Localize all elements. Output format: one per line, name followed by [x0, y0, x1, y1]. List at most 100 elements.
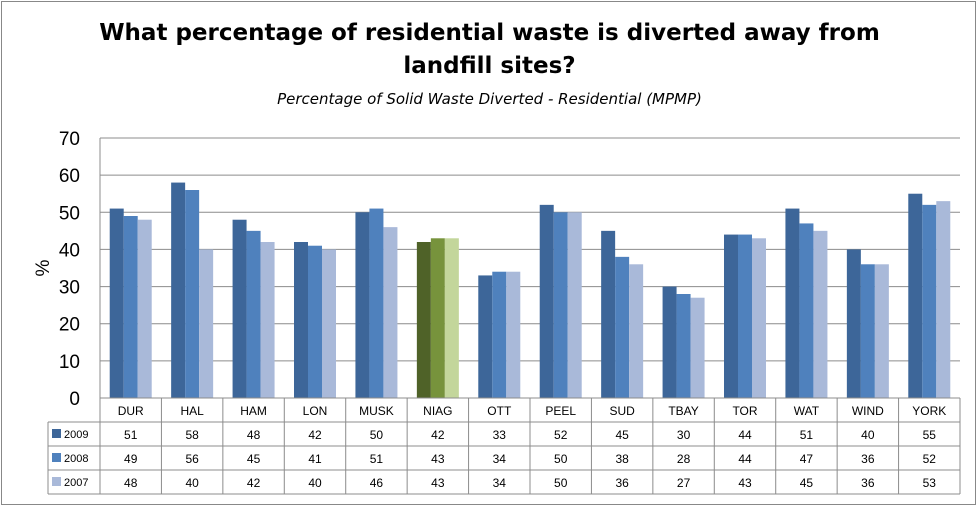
bar-SUD-2008: [615, 256, 630, 398]
bar-TBAY-2009: [662, 286, 677, 398]
category-label: WAT: [794, 404, 820, 418]
bar-HAM-2009: [232, 219, 247, 398]
data-table-value: 38: [615, 452, 629, 466]
data-table-value: 52: [554, 428, 568, 442]
y-tick-label: 60: [59, 166, 80, 187]
data-table-value: 40: [185, 476, 199, 490]
data-table-value: 47: [800, 452, 814, 466]
legend-swatch-2009: [52, 429, 61, 438]
data-table-value: 48: [247, 428, 261, 442]
bar-OTT-2007: [506, 271, 521, 398]
data-table-value: 42: [308, 428, 322, 442]
chart-title-line-2: landfill sites?: [403, 53, 576, 79]
data-table-value: 50: [554, 452, 568, 466]
bar-LON-2007: [322, 249, 336, 398]
data-table-value: 52: [923, 452, 937, 466]
bar-NIAG-2008: [430, 238, 445, 398]
data-table-value: 28: [677, 452, 691, 466]
data-table-value: 50: [554, 476, 568, 490]
data-table-value: 34: [493, 476, 507, 490]
bar-TOR-2008: [738, 234, 752, 398]
data-table-value: 43: [431, 476, 445, 490]
bar-TBAY-2008: [676, 294, 691, 398]
data-table-value: 41: [308, 452, 322, 466]
category-label: HAM: [240, 404, 267, 418]
data-table-value: 51: [800, 428, 814, 442]
y-tick-label: 70: [59, 129, 80, 150]
data-table-value: 50: [370, 428, 384, 442]
y-tick-label: 50: [59, 203, 80, 224]
bar-WAT-2007: [813, 230, 828, 398]
data-table-value: 58: [185, 428, 199, 442]
y-tick-label: 20: [59, 315, 80, 336]
data-table-value: 36: [861, 452, 875, 466]
category-label: OTT: [487, 404, 512, 418]
y-tick-label: 30: [59, 278, 80, 299]
data-table-value: 43: [738, 476, 752, 490]
data-table-value: 51: [370, 452, 384, 466]
data-table-value: 45: [800, 476, 814, 490]
data-table-value: 55: [923, 428, 937, 442]
y-tick-label: 0: [69, 389, 80, 410]
bar-SUD-2007: [629, 264, 644, 398]
data-table-value: 53: [923, 476, 937, 490]
category-label: SUD: [609, 404, 635, 418]
category-label: HAL: [180, 404, 204, 418]
data-table-value: 30: [677, 428, 691, 442]
data-table-value: 42: [247, 476, 261, 490]
bar-MUSK-2007: [383, 227, 398, 398]
data-table-value: 33: [493, 428, 507, 442]
bar-TOR-2009: [724, 234, 738, 398]
data-table-value: 40: [308, 476, 322, 490]
category-label: LON: [303, 404, 328, 418]
bar-NIAG-2009: [416, 242, 431, 398]
category-label: MUSK: [359, 404, 394, 418]
bar-HAL-2009: [171, 182, 186, 398]
data-table-value: 43: [431, 452, 445, 466]
data-table-value: 36: [861, 476, 875, 490]
bar-PEEL-2007: [567, 212, 582, 398]
bar-WIND-2008: [860, 264, 875, 398]
y-axis-label: %: [33, 259, 54, 276]
legend-label: 2008: [64, 453, 88, 465]
bar-HAM-2007: [260, 242, 275, 398]
data-table-value: 27: [677, 476, 691, 490]
legend-label: 2009: [64, 429, 88, 441]
bar-LON-2008: [308, 245, 322, 398]
bar-OTT-2009: [478, 275, 493, 398]
y-tick-label: 10: [59, 352, 80, 373]
bar-OTT-2008: [492, 271, 507, 398]
category-label: PEEL: [545, 404, 576, 418]
bar-NIAG-2007: [444, 238, 459, 398]
bar-DUR-2008: [123, 216, 138, 398]
data-table-value: 42: [431, 428, 445, 442]
data-table-value: 56: [185, 452, 199, 466]
bar-DUR-2007: [137, 219, 152, 398]
legend-swatch-2008: [52, 453, 61, 462]
category-label: TBAY: [668, 404, 698, 418]
bar-HAL-2008: [185, 190, 200, 398]
data-table-value: 36: [615, 476, 629, 490]
data-table-value: 51: [124, 428, 138, 442]
data-table-value: 44: [738, 428, 752, 442]
bar-WAT-2008: [799, 223, 814, 398]
data-table-value: 45: [247, 452, 261, 466]
bar-HAM-2008: [246, 230, 261, 398]
bar-PEEL-2008: [553, 212, 568, 398]
chart-subtitle: Percentage of Solid Waste Diverted - Res…: [277, 90, 702, 108]
bar-TOR-2007: [752, 238, 766, 398]
bar-WAT-2009: [785, 208, 800, 398]
y-tick-label: 40: [59, 240, 80, 261]
bar-TBAY-2007: [690, 297, 705, 398]
category-label: TOR: [732, 404, 757, 418]
bar-YORK-2009: [908, 193, 923, 398]
data-table-value: 40: [861, 428, 875, 442]
data-table-value: 48: [124, 476, 138, 490]
data-table-value: 44: [738, 452, 752, 466]
bar-MUSK-2008: [369, 208, 384, 398]
bar-DUR-2009: [109, 208, 124, 398]
category-label: YORK: [912, 404, 946, 418]
